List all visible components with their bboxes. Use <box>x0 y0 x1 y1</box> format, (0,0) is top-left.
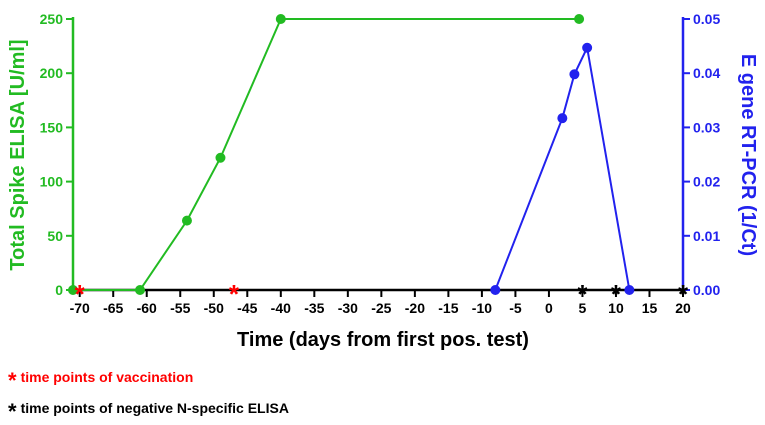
rt-pcr-point <box>569 69 580 80</box>
spike-elisa-point <box>135 285 146 295</box>
x-tick-label: -55 <box>170 300 190 316</box>
x-tick-label: -20 <box>405 300 425 316</box>
x-tick-label: 5 <box>579 300 587 316</box>
y-tick-label-left: 200 <box>40 65 64 81</box>
y-tick-label-right: 0.02 <box>693 174 720 190</box>
x-tick-label: -45 <box>237 300 257 316</box>
rt-pcr-line <box>494 44 631 291</box>
negative-elisa-marker: * <box>678 279 689 309</box>
red-asterisk-icon: * <box>8 368 17 393</box>
legend-label-vaccination: time points of vaccination <box>20 369 194 385</box>
marker-layer: * * * * * <box>75 279 689 309</box>
legend-negative-elisa: * time points of negative N-specific ELIS… <box>8 399 289 425</box>
black-asterisk-icon: * <box>8 399 17 424</box>
y-tick-label-left: 250 <box>40 11 64 27</box>
y-tick-label-right: 0.03 <box>693 119 720 135</box>
y-tick-label-left: 50 <box>47 228 63 244</box>
x-tick-label: -60 <box>137 300 157 316</box>
y-tick-label-right: 0.05 <box>693 11 720 27</box>
spike-elisa-point <box>574 14 585 24</box>
legend-label-negative-elisa: time points of negative N-specific ELISA <box>20 400 289 416</box>
x-tick-label: -25 <box>371 300 391 316</box>
x-tick-label: 0 <box>545 300 553 316</box>
x-tick-label: 10 <box>608 300 624 316</box>
spike-elisa-point <box>181 215 192 226</box>
rt-pcr-point <box>490 285 501 295</box>
x-tick-label: -70 <box>70 300 90 316</box>
y-axis-title-left: Total Spike ELISA [U/ml] <box>7 39 29 270</box>
legend-vaccination: * time points of vaccination <box>8 368 193 394</box>
rt-pcr-point <box>582 42 593 53</box>
x-tick-label: -65 <box>103 300 123 316</box>
negative-elisa-marker: * <box>577 279 588 309</box>
x-tick-label: -40 <box>271 300 291 316</box>
x-tick-label: -35 <box>304 300 324 316</box>
spike-elisa-point <box>215 152 226 163</box>
x-tick-label: -10 <box>472 300 492 316</box>
axes: -70 -65 -60 -55 -50 -45 -40 -35 -30 -25 -20 -15 -10-… <box>40 11 721 316</box>
y-tick-label-right: 0.04 <box>693 65 720 81</box>
y-tick-label-left: 100 <box>40 174 64 190</box>
y-tick-label-right: 0.00 <box>693 282 720 298</box>
spike-elisa-line <box>73 18 580 291</box>
rt-pcr-point <box>557 113 568 124</box>
spike-elisa-point <box>68 285 78 295</box>
x-axis-title: Time (days from first pos. test) <box>237 329 529 351</box>
x-tick-label: -30 <box>338 300 358 316</box>
x-tick-label: 20 <box>675 300 691 316</box>
rt-pcr-point <box>624 285 635 295</box>
x-tick-label: 15 <box>642 300 658 316</box>
y-tick-label-left: 150 <box>40 119 64 135</box>
vaccination-marker: * <box>75 279 86 309</box>
y-tick-label-right: 0.01 <box>693 228 720 244</box>
spike-elisa-point <box>275 14 286 24</box>
vaccination-marker: * <box>229 279 240 309</box>
y-tick-label-left: 0 <box>55 282 63 298</box>
negative-elisa-marker: * <box>611 279 622 309</box>
x-tick-label: -50 <box>204 300 224 316</box>
series-layer <box>68 14 635 295</box>
x-tick-label: -5 <box>509 300 522 316</box>
y-axis-title-right: E gene RT-PCR (1/Ct) <box>737 54 759 256</box>
x-tick-label: -15 <box>438 300 458 316</box>
